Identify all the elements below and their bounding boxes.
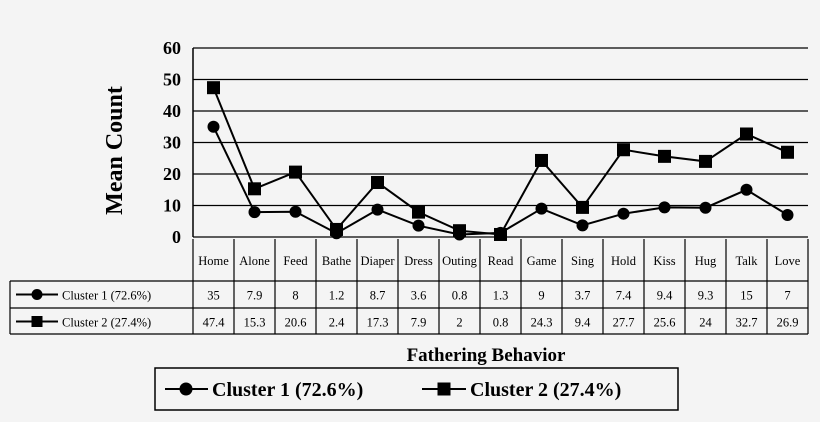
data-label-cluster-2: 26.9	[777, 316, 799, 330]
data-label-cluster-1: 9.4	[657, 289, 673, 303]
data-point-cluster-1	[740, 183, 753, 196]
data-point-cluster-2	[494, 227, 507, 241]
data-label-cluster-1: 8.7	[370, 289, 386, 303]
legend-entry-label: Cluster 2 (27.4%)	[470, 379, 621, 401]
legend-marker	[437, 382, 451, 396]
x-tick-label: Diaper	[360, 254, 395, 268]
data-point-cluster-1	[207, 120, 220, 133]
x-tick-label: Read	[488, 254, 514, 268]
data-label-cluster-1: 3.7	[575, 289, 591, 303]
x-tick-label: Love	[775, 254, 801, 268]
data-point-cluster-2	[371, 176, 384, 190]
x-tick-label: Feed	[283, 254, 308, 268]
data-point-cluster-2	[330, 222, 343, 236]
data-label-cluster-2: 47.4	[203, 316, 226, 330]
table-row-legend-marker	[31, 289, 43, 300]
data-point-cluster-1	[371, 203, 384, 216]
data-label-cluster-1: 35	[207, 289, 220, 303]
data-label-cluster-1: 7.4	[616, 289, 632, 303]
data-point-cluster-1	[699, 201, 712, 214]
x-tick-label: Talk	[735, 254, 758, 268]
data-label-cluster-2: 15.3	[244, 316, 266, 330]
x-tick-label: Outing	[442, 254, 477, 268]
y-tick-label: 30	[163, 133, 181, 153]
data-label-cluster-1: 3.6	[411, 289, 427, 303]
data-point-cluster-2	[535, 153, 548, 167]
data-point-cluster-1	[658, 201, 671, 214]
data-label-cluster-2: 24.3	[531, 316, 553, 330]
data-point-cluster-2	[617, 143, 630, 157]
data-point-cluster-2	[248, 182, 261, 196]
x-axis-label: Fathering Behavior	[407, 345, 566, 366]
data-label-cluster-2: 7.9	[411, 316, 427, 330]
x-tick-label: Alone	[239, 254, 270, 268]
data-point-cluster-2	[412, 205, 425, 219]
x-tick-label: Kiss	[653, 254, 675, 268]
data-point-cluster-1	[412, 219, 425, 232]
data-label-cluster-2: 2	[456, 316, 462, 330]
legend-marker	[179, 382, 193, 396]
data-label-cluster-2: 9.4	[575, 316, 591, 330]
y-tick-label: 0	[172, 227, 181, 247]
data-point-cluster-1	[781, 208, 794, 221]
x-tick-label: Hug	[695, 254, 717, 268]
data-point-cluster-1	[576, 219, 589, 232]
y-tick-label: 10	[163, 196, 181, 216]
data-label-cluster-1: 1.2	[329, 289, 345, 303]
data-point-cluster-2	[658, 149, 671, 163]
data-label-cluster-1: 9	[538, 289, 544, 303]
x-tick-label: Hold	[611, 254, 637, 268]
data-label-cluster-2: 17.3	[367, 316, 389, 330]
data-point-cluster-1	[289, 205, 302, 218]
data-label-cluster-1: 9.3	[698, 289, 714, 303]
y-axis-label: Mean Count	[102, 86, 128, 215]
data-label-cluster-2: 27.7	[613, 316, 635, 330]
y-tick-label: 60	[163, 38, 181, 58]
x-tick-label: Bathe	[322, 254, 352, 268]
x-tick-label: Home	[198, 254, 229, 268]
table-row-series-name: Cluster 1 (72.6%)	[62, 289, 151, 303]
data-label-cluster-1: 15	[740, 289, 753, 303]
data-point-cluster-1	[248, 206, 261, 219]
x-tick-label: Dress	[404, 254, 433, 268]
data-point-cluster-2	[576, 200, 589, 214]
data-label-cluster-2: 20.6	[285, 316, 307, 330]
y-tick-label: 40	[163, 101, 181, 121]
data-point-cluster-1	[535, 202, 548, 215]
data-point-cluster-2	[740, 127, 753, 141]
table-row-legend-marker	[31, 316, 43, 327]
table-row-series-name: Cluster 2 (27.4%)	[62, 316, 151, 330]
data-label-cluster-1: 7	[784, 289, 790, 303]
y-tick-label: 50	[163, 70, 181, 90]
x-tick-label: Sing	[571, 254, 595, 268]
data-label-cluster-1: 8	[292, 289, 298, 303]
legend-box	[154, 367, 679, 411]
y-tick-label: 20	[163, 164, 181, 184]
data-label-cluster-2: 0.8	[493, 316, 509, 330]
data-label-cluster-1: 0.8	[452, 289, 468, 303]
data-label-cluster-2: 24	[699, 316, 712, 330]
data-label-cluster-2: 2.4	[329, 316, 345, 330]
data-point-cluster-2	[699, 154, 712, 168]
data-point-cluster-2	[453, 224, 466, 238]
data-label-cluster-2: 32.7	[736, 316, 758, 330]
data-label-cluster-2: 25.6	[654, 316, 676, 330]
data-point-cluster-2	[207, 81, 220, 95]
x-tick-label: Game	[527, 254, 557, 268]
data-point-cluster-1	[617, 207, 630, 220]
legend-entry-label: Cluster 1 (72.6%)	[212, 379, 363, 401]
data-point-cluster-2	[289, 165, 302, 179]
data-label-cluster-1: 7.9	[247, 289, 263, 303]
data-label-cluster-1: 1.3	[493, 289, 509, 303]
data-point-cluster-2	[781, 145, 794, 159]
